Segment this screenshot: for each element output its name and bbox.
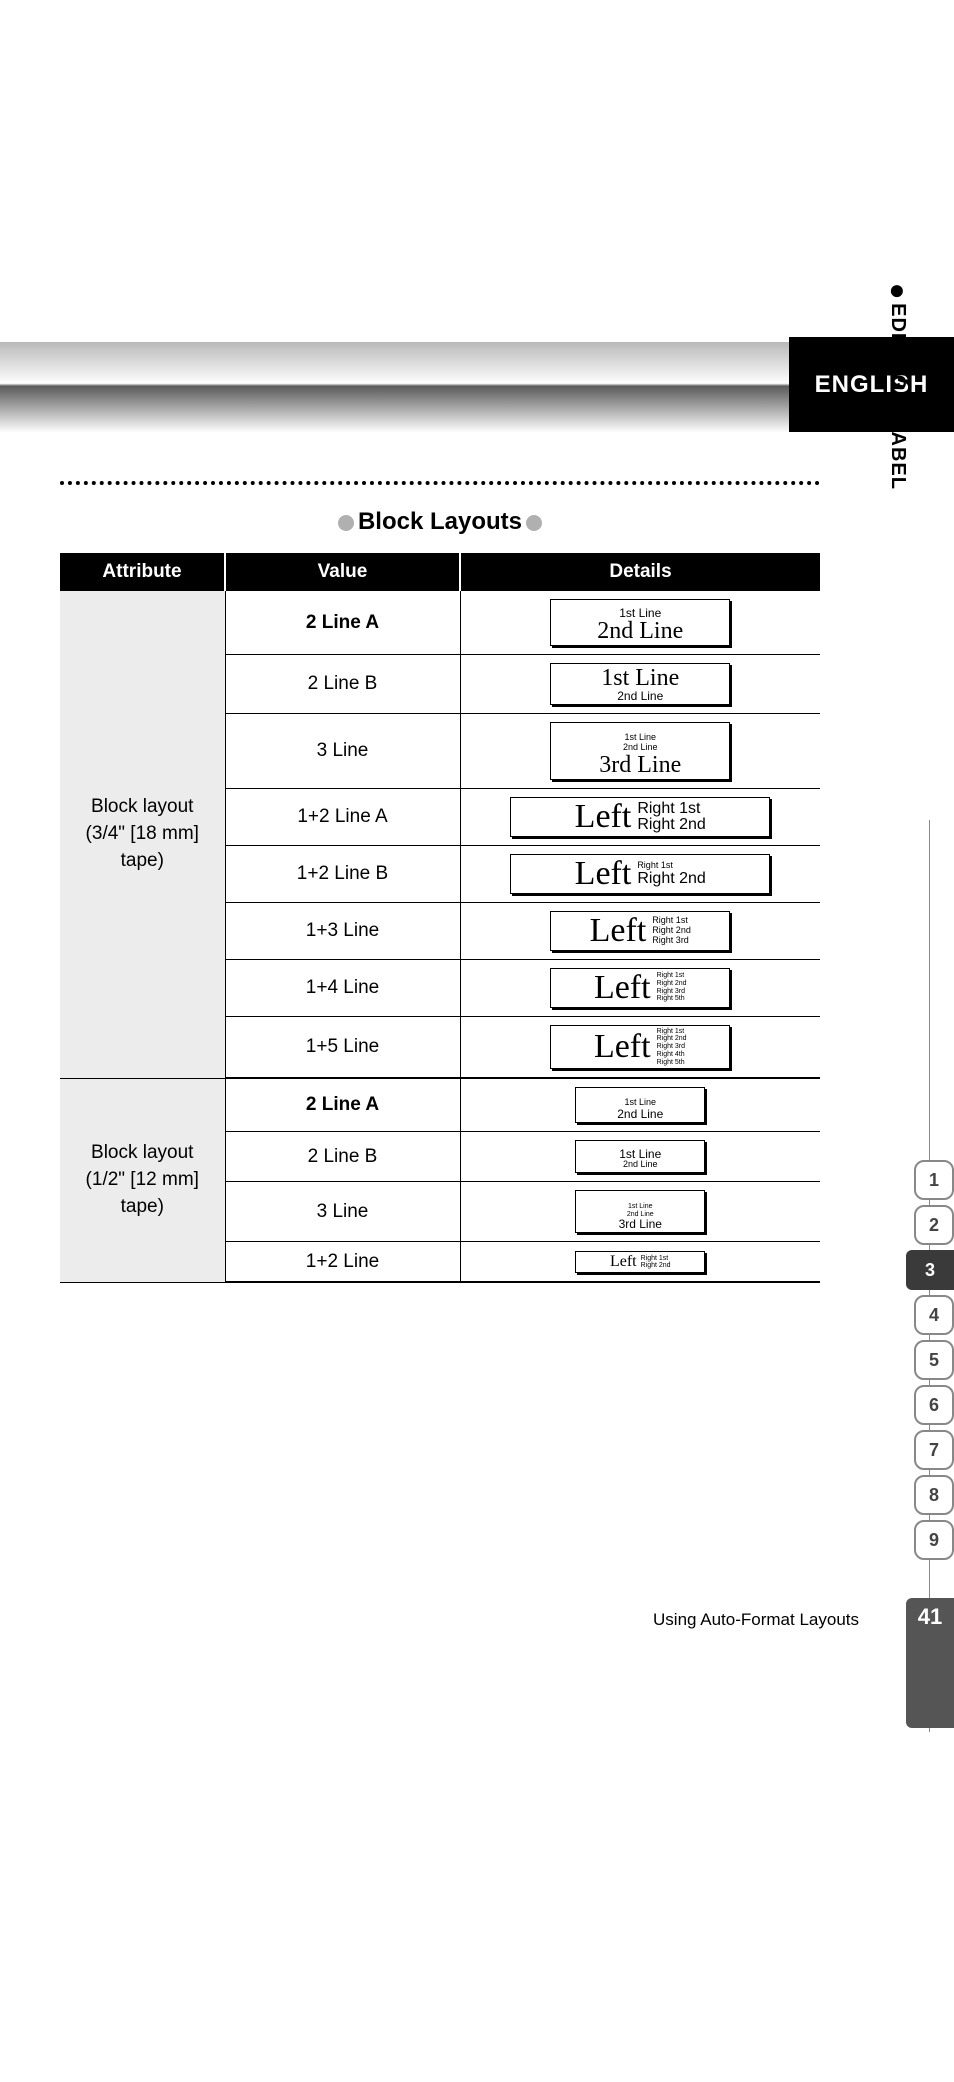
preview-text: Right 5th [657, 995, 685, 1003]
value-cell: 1+3 Line [225, 902, 460, 959]
section-tab-8[interactable]: 8 [914, 1475, 954, 1515]
preview-text: Left [594, 971, 651, 1005]
preview-text: Right 1st [637, 801, 700, 817]
value-cell: 3 Line [225, 714, 460, 789]
section-tab-7[interactable]: 7 [914, 1430, 954, 1470]
section-tab-6[interactable]: 6 [914, 1385, 954, 1425]
value-cell: 2 Line B [225, 1132, 460, 1182]
detail-cell: Left Right 1stRight 2ndRight 3rdRight 4th… [460, 1016, 820, 1078]
language-tab: ENGLISH [789, 337, 954, 432]
preview-text: Left [610, 1254, 637, 1270]
detail-cell: 1st Line2nd Line [460, 591, 820, 655]
preview-text: Left [575, 857, 632, 891]
bullet-icon [891, 285, 903, 297]
heading-text: Block Layouts [358, 508, 522, 535]
col-attribute: Attribute [60, 553, 225, 591]
section-number-tabs: 1 2 3 4 5 6 7 8 9 [906, 1155, 954, 1565]
value-cell: 2 Line B [225, 655, 460, 714]
preview-text: 1st Line [628, 1203, 653, 1211]
preview-text: Left [594, 1030, 651, 1064]
preview-text: 3rd Line [619, 1218, 662, 1230]
side-section-label: EDITING A LABEL [886, 285, 909, 490]
detail-cell: Left Right 1stRight 2nd [460, 1242, 820, 1283]
preview-text: 1st Line [601, 666, 679, 690]
value-cell: 1+5 Line [225, 1016, 460, 1078]
side-label-text: EDITING A LABEL [887, 303, 909, 490]
col-details: Details [460, 553, 820, 591]
preview-text: 2nd Line [617, 1108, 663, 1120]
value-cell: 1+2 Line B [225, 845, 460, 902]
footer-section-name: Using Auto-Format Layouts [653, 1610, 859, 1630]
block-layouts-table: Attribute Value Details Block layout(3/4… [60, 553, 820, 1283]
detail-cell: 1st Line2nd Line [460, 1078, 820, 1131]
preview-text: Left [575, 800, 632, 834]
detail-cell: 1st Line2nd Line3rd Line [460, 714, 820, 789]
preview-text: Right 4th [657, 1051, 685, 1059]
value-cell: 3 Line [225, 1182, 460, 1242]
preview-text: Right 3rd [657, 1043, 685, 1051]
col-value: Value [225, 553, 460, 591]
preview-text: Right 2nd [637, 817, 706, 833]
table-row: Block layout(3/4" [18 mm]tape) 2 Line A … [60, 591, 820, 655]
preview-text: Right 2nd [657, 1035, 687, 1043]
preview-text: Right 2nd [641, 1262, 671, 1270]
section-tab-1[interactable]: 1 [914, 1160, 954, 1200]
preview-text: 3rd Line [599, 753, 681, 777]
detail-cell: LeftRight 1stRight 2nd [460, 845, 820, 902]
detail-cell: Left Right 1stRight 2nd [460, 788, 820, 845]
section-tab-2[interactable]: 2 [914, 1205, 954, 1245]
preview-text: Right 2nd [637, 871, 706, 887]
preview-text: Right 3rd [657, 988, 685, 996]
detail-cell: LeftRight 1stRight 2ndRight 3rd [460, 902, 820, 959]
attr-18mm: Block layout(3/4" [18 mm]tape) [60, 591, 225, 1078]
value-cell: 2 Line A [225, 591, 460, 655]
preview-text: Right 2nd [657, 980, 687, 988]
heading-bullet-left [338, 515, 354, 531]
detail-cell: 1st Line2nd Line [460, 655, 820, 714]
value-cell: 1+2 Line [225, 1242, 460, 1283]
preview-text: Right 1st [657, 972, 685, 980]
preview-text: Right 5th [657, 1059, 685, 1067]
attr-12mm: Block layout(1/2" [12 mm]tape) [60, 1078, 225, 1282]
section-tab-9[interactable]: 9 [914, 1520, 954, 1560]
table-header-row: Attribute Value Details [60, 553, 820, 591]
detail-cell: 1st Line2nd Line3rd Line [460, 1182, 820, 1242]
value-cell: 1+2 Line A [225, 788, 460, 845]
preview-text: 2nd Line [617, 690, 663, 702]
detail-cell: Left Right 1stRight 2ndRight 3rdRight 5th [460, 959, 820, 1016]
detail-cell: 1st Line2nd Line [460, 1132, 820, 1182]
section-tab-5[interactable]: 5 [914, 1340, 954, 1380]
preview-text: Right 3rd [652, 936, 689, 946]
preview-text: Right 1st [641, 1255, 669, 1263]
value-cell: 2 Line A [225, 1078, 460, 1131]
section-tab-3[interactable]: 3 [906, 1250, 954, 1290]
preview-text: 2nd Line [597, 619, 683, 643]
preview-text: 2nd Line [623, 1160, 658, 1170]
preview-text: Left [590, 914, 647, 948]
section-heading: Block Layouts [60, 508, 820, 536]
section-tab-4[interactable]: 4 [914, 1295, 954, 1335]
table-row: Block layout(1/2" [12 mm]tape) 2 Line A … [60, 1078, 820, 1131]
dotted-divider [60, 481, 820, 485]
page-number-tab: 41 [906, 1598, 954, 1728]
heading-bullet-right [526, 515, 542, 531]
preview-text: Right 1st [657, 1028, 685, 1036]
value-cell: 1+4 Line [225, 959, 460, 1016]
